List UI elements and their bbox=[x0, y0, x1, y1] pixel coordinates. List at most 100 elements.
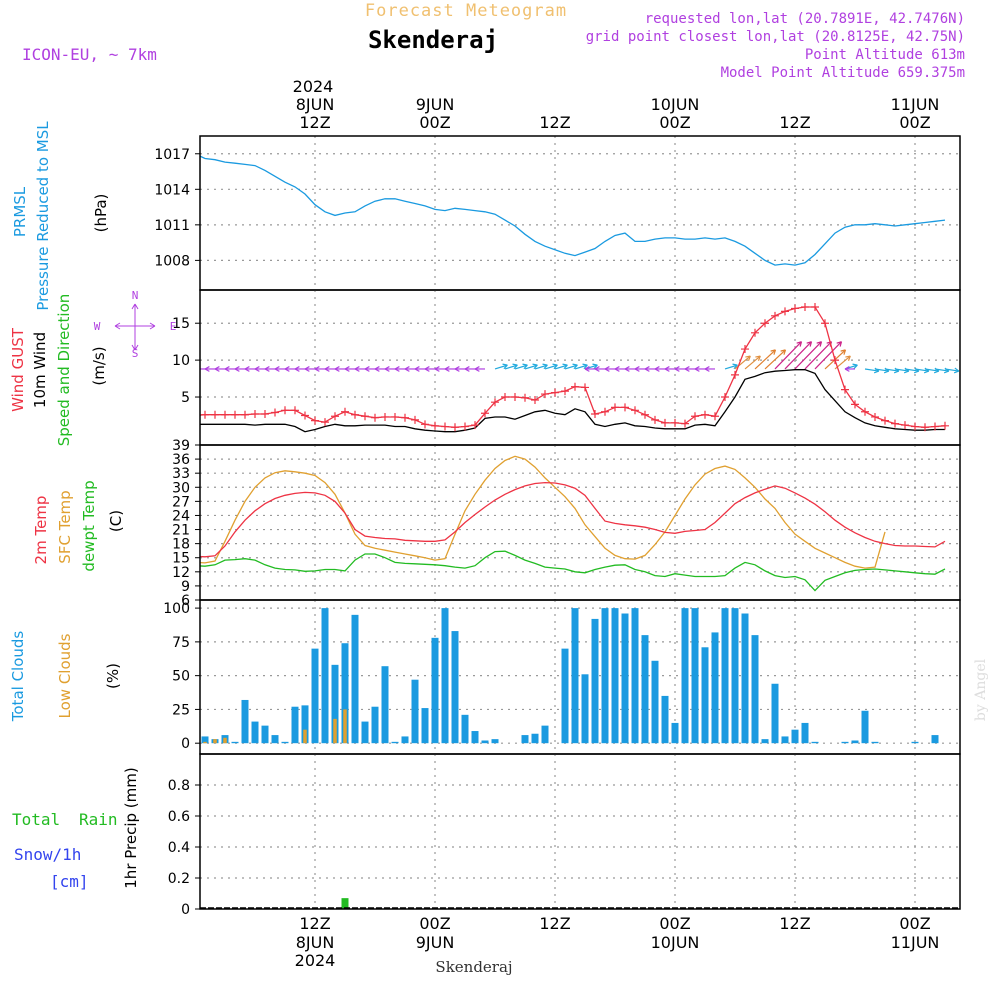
total-cloud-bar bbox=[311, 648, 319, 744]
panel-3: 0 25 50 75 100 bbox=[163, 599, 961, 755]
rain-bar bbox=[341, 898, 349, 909]
wind-arrow-head bbox=[542, 363, 548, 370]
wind-labels: Wind GUST 10m Wind Speed and Direction (… bbox=[9, 289, 176, 446]
wind-arrow-head bbox=[852, 363, 858, 370]
total-cloud-bar bbox=[871, 741, 879, 744]
gust-marker bbox=[321, 418, 329, 427]
gust-marker bbox=[431, 421, 439, 430]
wind-arrow bbox=[504, 364, 518, 370]
total-cloud-bar bbox=[441, 608, 449, 744]
wind-arrow-head bbox=[845, 355, 851, 361]
wind-arrow-head bbox=[806, 341, 813, 347]
wind-arrow bbox=[524, 364, 538, 370]
wind-arrow-head bbox=[584, 366, 590, 372]
total-cloud-bar bbox=[731, 608, 739, 744]
info-altitude: Point Altitude 613m bbox=[805, 47, 965, 63]
total-cloud-bar bbox=[651, 660, 659, 744]
gust-marker bbox=[251, 410, 259, 418]
wind-arrow bbox=[774, 341, 802, 370]
wind-arrow-head bbox=[840, 349, 847, 355]
wind-arrow-head bbox=[624, 366, 630, 372]
y-tick-label: 0.6 bbox=[168, 809, 190, 825]
total-cloud-bar bbox=[931, 735, 939, 744]
total-cloud-bar bbox=[631, 608, 639, 744]
bottom-date-label: 10JUN bbox=[651, 933, 700, 952]
y-tick-label: 1011 bbox=[154, 218, 190, 234]
gust-marker bbox=[781, 307, 789, 316]
label-percent: (%) bbox=[104, 663, 122, 689]
label-total: Total bbox=[12, 810, 60, 829]
total-cloud-bar bbox=[531, 733, 539, 744]
gust-marker bbox=[671, 418, 679, 427]
gust-marker bbox=[751, 328, 759, 337]
bottom-hour-label: 12Z bbox=[539, 914, 570, 933]
y-tick-label: 75 bbox=[172, 635, 190, 651]
gust-marker bbox=[821, 319, 829, 328]
plot-area bbox=[200, 455, 946, 592]
y-tick-label: 1014 bbox=[154, 182, 190, 198]
gust-marker bbox=[601, 407, 609, 416]
wind-arrow-head bbox=[562, 363, 568, 370]
total-cloud-bar bbox=[241, 699, 249, 744]
wind-arrow-head bbox=[604, 366, 610, 372]
plot-area bbox=[200, 302, 960, 433]
label-precip-mm: 1hr Precip (mm) bbox=[122, 767, 140, 888]
top-date-label: 11JUN bbox=[891, 95, 940, 114]
compass-rose: N W E S bbox=[94, 289, 177, 360]
gust-marker bbox=[541, 390, 549, 399]
wind-arrow-head bbox=[634, 366, 640, 372]
label-sfc-temp: SFC Temp bbox=[56, 490, 74, 563]
low-cloud-bar bbox=[333, 718, 337, 744]
gust-marker bbox=[581, 383, 589, 392]
wind-arrow bbox=[724, 364, 738, 370]
wind-arrow-head bbox=[354, 366, 360, 372]
wind-arrow bbox=[754, 349, 776, 370]
y-tick-label: 9 bbox=[181, 579, 190, 595]
wind-arrow-head bbox=[394, 366, 400, 372]
total-cloud-bar bbox=[341, 643, 349, 744]
wind-arrow-head bbox=[284, 366, 290, 372]
wind-arrow-head bbox=[755, 355, 761, 361]
y-tick-label: 0 bbox=[181, 902, 190, 918]
plot-area bbox=[200, 898, 960, 909]
wind-arrow bbox=[864, 368, 879, 372]
wind-arrow-head bbox=[254, 366, 260, 372]
label-low-clouds: Low Clouds bbox=[56, 633, 74, 718]
label-snow: Snow/1h bbox=[14, 845, 81, 864]
gust-marker bbox=[831, 356, 839, 365]
gust-marker bbox=[941, 421, 949, 430]
total-cloud-bar bbox=[201, 736, 209, 744]
watermark: by Angel bbox=[973, 658, 989, 721]
gust-marker bbox=[741, 345, 749, 354]
top-hour-label: 12Z bbox=[299, 113, 330, 132]
label-rain: Rain bbox=[79, 810, 118, 829]
bottom-year-label: 2024 bbox=[295, 951, 336, 970]
y-tick-label: 15 bbox=[172, 316, 190, 332]
wind-arrow bbox=[794, 341, 822, 370]
wind-arrow-head bbox=[444, 366, 450, 372]
total-cloud-bar bbox=[591, 618, 599, 744]
label-dewpt-temp: dewpt Temp bbox=[80, 480, 98, 571]
top-hour-label: 00Z bbox=[659, 113, 690, 132]
wind-arrow bbox=[784, 341, 812, 370]
gust-marker bbox=[411, 415, 419, 424]
top-hour-label: 00Z bbox=[419, 113, 450, 132]
total-cloud-bar bbox=[571, 608, 579, 744]
label-pressure-msl: Pressure Reduced to MSL bbox=[34, 121, 52, 311]
gust-marker bbox=[351, 410, 359, 419]
gust-marker bbox=[381, 412, 389, 421]
wind-arrow-head bbox=[512, 363, 518, 370]
total-cloud-bar bbox=[431, 637, 439, 744]
total-cloud-bar bbox=[471, 731, 479, 744]
total-cloud-bar bbox=[691, 608, 699, 744]
gust-marker bbox=[851, 400, 859, 409]
total-cloud-bar bbox=[521, 735, 529, 744]
wind-arrow bbox=[944, 368, 959, 372]
top-hour-label: 12Z bbox=[779, 113, 810, 132]
total-cloud-bar bbox=[331, 664, 339, 744]
wind-arrow-head bbox=[274, 366, 280, 372]
wind-arrow bbox=[554, 364, 568, 370]
y-tick-label: 1008 bbox=[154, 253, 190, 269]
total-cloud-bar bbox=[761, 739, 769, 744]
